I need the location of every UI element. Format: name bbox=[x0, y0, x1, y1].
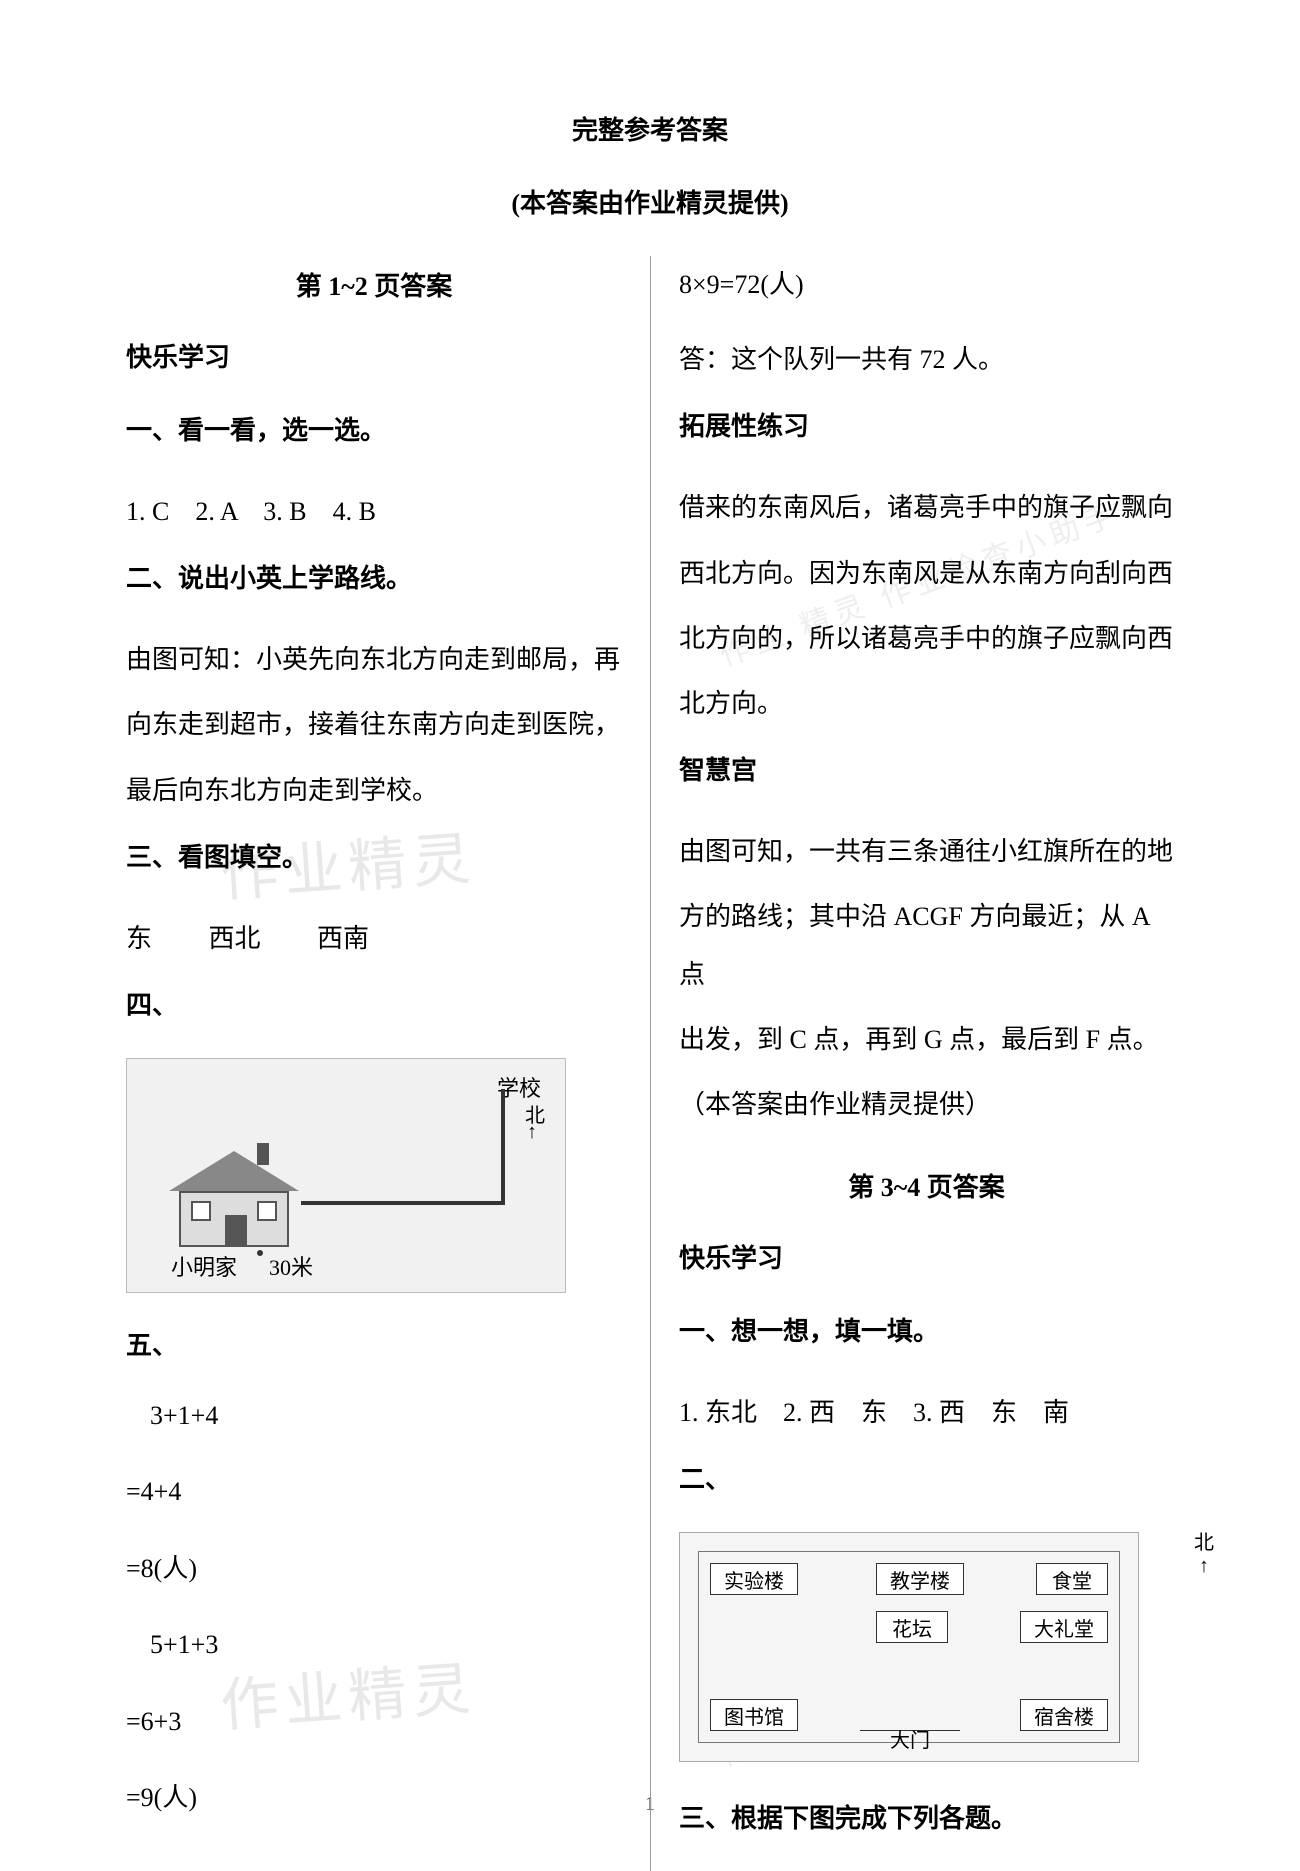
home-label: 小明家 bbox=[171, 1250, 237, 1282]
happy-study-label-2: 快乐学习 bbox=[679, 1238, 1174, 1275]
q2-heading: 二、说出小英上学路线。 bbox=[126, 558, 622, 595]
campus-north-label: 北 ↑ bbox=[1194, 1526, 1214, 1578]
q3-b: 西北 bbox=[209, 924, 261, 953]
north-text: 北 bbox=[1194, 1526, 1214, 1555]
q2-line1: 由图可知：小英先向东北方向走到邮局，再 bbox=[126, 631, 622, 688]
wis-l4: （本答案由作业精灵提供） bbox=[679, 1076, 1174, 1133]
q3-heading: 三、看图填空。 bbox=[126, 837, 622, 874]
calc-5: =6+3 bbox=[126, 1704, 622, 1740]
room-lab: 实验楼 bbox=[710, 1563, 798, 1595]
q4-heading: 四、 bbox=[126, 985, 622, 1022]
house-diagram: 学校 北 ↑ 小明家 30米 bbox=[126, 1058, 566, 1293]
room-dorm: 宿舍楼 bbox=[1020, 1699, 1108, 1731]
calc-3: =8(人) bbox=[126, 1551, 622, 1587]
north-arrow-icon: ↑ bbox=[1194, 1555, 1214, 1578]
r-q1-answers: 1. 东北 2. 西 东 3. 西 东 南 bbox=[679, 1384, 1174, 1441]
r-line2: 答：这个队列一共有 72 人。 bbox=[679, 331, 1174, 388]
wis-l1: 由图可知，一共有三条通往小红旗所在的地 bbox=[679, 823, 1174, 880]
main-title: 完整参考答案 bbox=[110, 110, 1190, 147]
calc-1: 3+1+4 bbox=[126, 1398, 622, 1434]
q2-line3: 最后向东北方向走到学校。 bbox=[126, 762, 622, 819]
room-garden: 花坛 bbox=[876, 1611, 948, 1643]
gate-label: 大门 bbox=[890, 1724, 930, 1753]
north-arrow-icon: ↑ bbox=[527, 1121, 537, 1144]
ext-l4: 北方向。 bbox=[679, 675, 1174, 732]
q3-a: 东 bbox=[126, 924, 152, 953]
wis-l3: 出发，到 C 点，再到 G 点，最后到 F 点。 bbox=[679, 1011, 1174, 1068]
calc-2: =4+4 bbox=[126, 1474, 622, 1510]
room-library: 图书馆 bbox=[710, 1699, 798, 1731]
r-q3-heading: 三、根据下图完成下列各题。 bbox=[679, 1798, 1174, 1835]
calc-6: =9(人) bbox=[126, 1780, 622, 1816]
left-column: 第 1~2 页答案 快乐学习 一、看一看，选一选。 1. C 2. A 3. B… bbox=[110, 256, 650, 1871]
ext-l2: 西北方向。因为东南风是从东南方向刮向西 bbox=[679, 545, 1174, 602]
room-teaching: 教学楼 bbox=[876, 1563, 964, 1595]
wis-l2: 方的路线；其中沿 ACGF 方向最近；从 A 点 bbox=[679, 888, 1174, 1002]
q2-line2: 向东走到超市，接着往东南方向走到医院， bbox=[126, 696, 622, 753]
r-q2-heading: 二、 bbox=[679, 1459, 1174, 1496]
pages-1-2-heading: 第 1~2 页答案 bbox=[126, 266, 622, 303]
happy-study-label: 快乐学习 bbox=[126, 337, 622, 374]
room-canteen: 食堂 bbox=[1036, 1563, 1108, 1595]
right-column: 8×9=72(人) 答：这个队列一共有 72 人。 拓展性练习 借来的东南风后，… bbox=[650, 256, 1190, 1871]
extension-heading: 拓展性练习 bbox=[679, 406, 1174, 443]
q5-heading: 五、 bbox=[126, 1325, 622, 1362]
calc-4: 5+1+3 bbox=[126, 1627, 622, 1663]
pages-3-4-heading: 第 3~4 页答案 bbox=[679, 1167, 1174, 1204]
q3-c: 西南 bbox=[317, 924, 369, 953]
path-horizontal bbox=[301, 1201, 505, 1205]
start-dot-icon bbox=[257, 1250, 263, 1256]
q1-heading: 一、看一看，选一选。 bbox=[126, 410, 622, 447]
r-q1-heading: 一、想一想，填一填。 bbox=[679, 1311, 1174, 1348]
path-vertical bbox=[501, 1089, 505, 1205]
ext-l3: 北方向的，所以诸葛亮手中的旗子应飘向西 bbox=[679, 610, 1174, 667]
ext-l1: 借来的东南风后，诸葛亮手中的旗子应飘向 bbox=[679, 479, 1174, 536]
campus-diagram: 北 ↑ 实验楼 教学楼 食堂 花坛 大礼堂 图书馆 宿舍楼 大门 bbox=[679, 1532, 1174, 1762]
q1-answers: 1. C 2. A 3. B 4. B bbox=[126, 483, 622, 540]
distance-label: 30米 bbox=[269, 1250, 313, 1282]
subtitle: (本答案由作业精灵提供) bbox=[110, 183, 1190, 220]
room-hall: 大礼堂 bbox=[1020, 1611, 1108, 1643]
two-column-layout: 第 1~2 页答案 快乐学习 一、看一看，选一选。 1. C 2. A 3. B… bbox=[110, 256, 1190, 1871]
wisdom-heading: 智慧宫 bbox=[679, 750, 1174, 787]
house-icon bbox=[169, 1151, 299, 1247]
r-line1: 8×9=72(人) bbox=[679, 256, 1174, 313]
q3-answers: 东 西北 西南 bbox=[126, 910, 622, 967]
